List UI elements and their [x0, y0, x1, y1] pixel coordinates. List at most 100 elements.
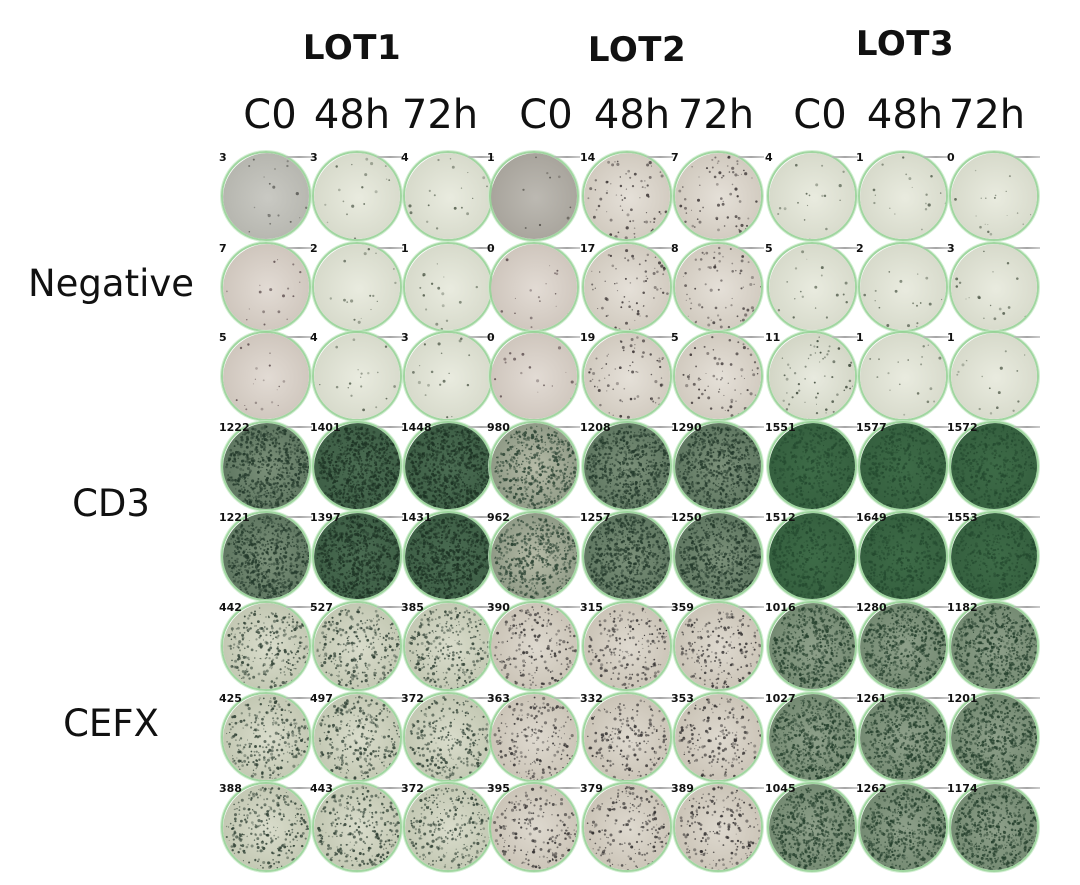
well-image	[491, 244, 577, 330]
well-count: 388	[219, 783, 242, 795]
scale-marker	[738, 156, 764, 158]
scale-marker	[286, 606, 312, 608]
well-image	[769, 603, 855, 689]
plate-well	[767, 151, 857, 241]
well-image	[675, 244, 761, 330]
plate-well	[403, 151, 493, 241]
well-image	[769, 694, 855, 780]
scale-marker	[468, 247, 494, 249]
plate-well	[673, 421, 763, 511]
scale-marker	[377, 156, 403, 158]
well-image	[584, 244, 670, 330]
well-image	[405, 423, 491, 509]
well-image	[223, 244, 309, 330]
well-image	[314, 333, 400, 419]
plate-well	[582, 242, 672, 332]
well-image	[491, 784, 577, 870]
well-image	[951, 784, 1037, 870]
scale-marker	[554, 787, 580, 789]
plate-well	[312, 242, 402, 332]
well-count: 332	[580, 693, 603, 705]
well-image	[223, 694, 309, 780]
scale-marker	[377, 336, 403, 338]
plate-well	[582, 511, 672, 601]
plate-well	[949, 421, 1039, 511]
well-image	[951, 333, 1037, 419]
scale-marker	[286, 336, 312, 338]
well-image	[860, 423, 946, 509]
scale-marker	[647, 336, 673, 338]
well-image	[860, 513, 946, 599]
scale-marker	[832, 247, 858, 249]
well-count: 7	[671, 152, 679, 164]
scale-marker	[923, 247, 949, 249]
well-count: 1045	[765, 783, 796, 795]
scale-marker	[1014, 156, 1040, 158]
well-count: 962	[487, 512, 510, 524]
plate-well	[221, 692, 311, 782]
plate-well	[673, 511, 763, 601]
scale-marker	[647, 156, 673, 158]
scale-marker	[832, 787, 858, 789]
well-image	[223, 153, 309, 239]
scale-marker	[647, 247, 673, 249]
well-count: 385	[401, 602, 424, 614]
scale-marker	[554, 426, 580, 428]
well-count: 0	[947, 152, 955, 164]
well-count: 379	[580, 783, 603, 795]
plate-well	[403, 421, 493, 511]
well-image	[405, 153, 491, 239]
scale-marker	[923, 697, 949, 699]
well-count: 1577	[856, 422, 887, 434]
column-header: C0	[765, 92, 875, 138]
well-count: 315	[580, 602, 603, 614]
plate-well	[489, 601, 579, 691]
scale-marker	[738, 697, 764, 699]
scale-marker	[377, 247, 403, 249]
scale-marker	[738, 426, 764, 428]
plate-well	[949, 511, 1039, 601]
well-image	[584, 694, 670, 780]
well-image	[223, 603, 309, 689]
plate-well	[767, 331, 857, 421]
plate-well	[312, 151, 402, 241]
scale-marker	[923, 156, 949, 158]
well-image	[769, 513, 855, 599]
scale-marker	[468, 156, 494, 158]
scale-marker	[738, 336, 764, 338]
plate-well	[767, 692, 857, 782]
scale-marker	[1014, 697, 1040, 699]
scale-marker	[468, 426, 494, 428]
well-image	[405, 513, 491, 599]
well-image	[584, 153, 670, 239]
well-image	[584, 603, 670, 689]
well-image	[769, 423, 855, 509]
well-image	[675, 513, 761, 599]
plate-well	[312, 692, 402, 782]
row-label: CD3	[0, 482, 222, 525]
well-count: 1182	[947, 602, 978, 614]
well-count: 0	[487, 332, 495, 344]
plate-well	[858, 331, 948, 421]
scale-marker	[923, 336, 949, 338]
well-image	[314, 423, 400, 509]
well-image	[405, 603, 491, 689]
well-image	[584, 333, 670, 419]
well-image	[675, 784, 761, 870]
well-image	[951, 513, 1037, 599]
plate-well	[767, 782, 857, 872]
scale-marker	[286, 247, 312, 249]
plate-well	[221, 421, 311, 511]
scale-marker	[377, 516, 403, 518]
well-count: 3	[219, 152, 227, 164]
scale-marker	[1014, 426, 1040, 428]
well-image	[951, 244, 1037, 330]
well-count: 8	[671, 243, 679, 255]
plate-well	[403, 601, 493, 691]
well-image	[314, 784, 400, 870]
scale-marker	[286, 787, 312, 789]
scale-marker	[468, 336, 494, 338]
well-image	[675, 333, 761, 419]
well-image	[314, 244, 400, 330]
plate-well	[312, 331, 402, 421]
